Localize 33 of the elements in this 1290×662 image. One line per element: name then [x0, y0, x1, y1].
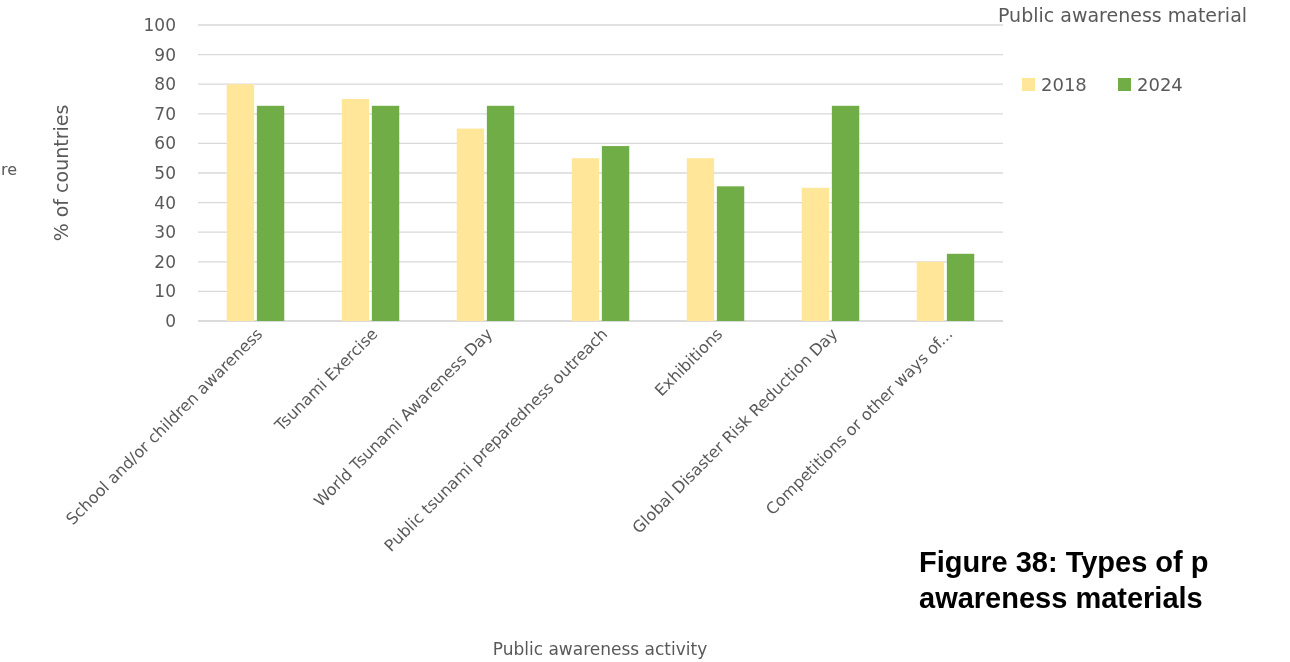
bar	[226, 84, 255, 321]
y-tick-label: 30	[154, 222, 176, 243]
y-tick-label: 90	[154, 44, 176, 65]
bar	[571, 158, 600, 321]
y-tick-label: 60	[154, 133, 176, 154]
text: re	[1, 160, 18, 179]
y-tick-label: 20	[154, 251, 176, 272]
bar	[256, 105, 285, 321]
y-tick-label: 100	[143, 14, 176, 35]
text: awareness materials	[919, 582, 1203, 614]
y-tick-label: 70	[154, 103, 176, 124]
y-tick-label: 10	[154, 281, 176, 302]
bar	[946, 253, 975, 321]
bar	[716, 186, 745, 321]
text: Public awareness material	[998, 4, 1248, 26]
caption: Figure 38: Types of p	[919, 546, 1209, 578]
y-tick-label: 40	[154, 192, 176, 213]
legend-label: 2018	[1041, 74, 1087, 96]
bar	[456, 128, 485, 321]
bar	[341, 99, 370, 321]
bar	[916, 261, 945, 321]
bar	[801, 187, 830, 321]
y-tick-label: 80	[154, 74, 176, 95]
bar	[486, 105, 515, 321]
y-tick-label: 50	[154, 162, 176, 183]
bar	[686, 158, 715, 321]
bar	[831, 105, 860, 321]
legend-label: 2024	[1137, 74, 1183, 96]
y-tick-label: 0	[165, 310, 176, 331]
bar	[601, 146, 630, 321]
y-axis-title: % of countries	[50, 104, 72, 242]
x-axis-title: Public awareness activity	[492, 639, 708, 659]
bar	[371, 105, 400, 321]
